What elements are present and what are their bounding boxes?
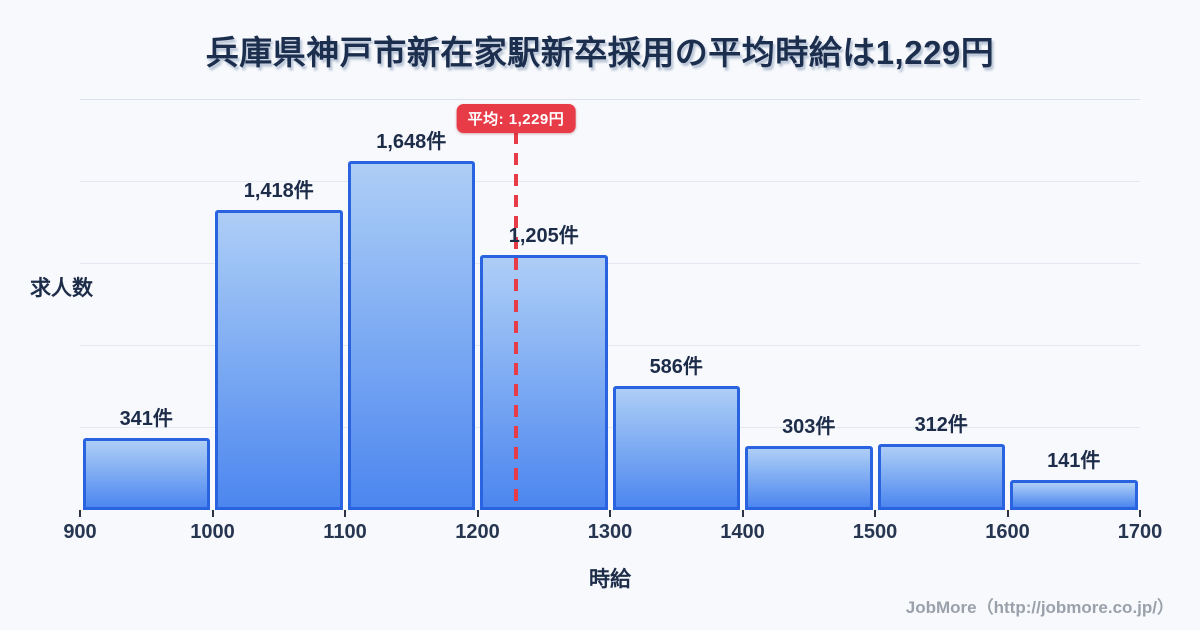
gridline: [80, 99, 1140, 100]
bar-value-label: 312件: [914, 413, 968, 436]
x-tick: [476, 510, 479, 517]
plot-area: 341件 1,418件 1,648件 1,205件 586件 303件 312件 141件 90…: [63, 99, 1162, 543]
average-badge: 平均: 1,229円: [456, 104, 576, 133]
x-tick: [344, 510, 346, 517]
bar-value-label: 303件: [782, 415, 836, 438]
x-tick-label: 900: [63, 521, 97, 543]
x-axis-label: 時給: [589, 568, 631, 591]
chart-title: 兵庫県神戸市新在家駅新卒採用の平均時給は1,229円: [205, 34, 995, 71]
histogram-bar: [82, 437, 210, 510]
gridline: [80, 345, 1140, 346]
gridline: [80, 181, 1140, 182]
bar-value-label: 586件: [649, 355, 703, 378]
histogram-bar: [612, 385, 740, 510]
source-credit: JobMore（http://jobmore.co.jp/）: [905, 598, 1174, 617]
y-axis-label: 求人数: [30, 277, 93, 300]
histogram-bar: [877, 443, 1005, 510]
average-line: [513, 132, 518, 510]
x-tick-label: 1600: [985, 521, 1030, 543]
histogram-bar: [1010, 480, 1138, 510]
bar-value-label: 141件: [1047, 450, 1101, 473]
x-tick: [79, 510, 81, 517]
x-tick-label: 1200: [455, 521, 500, 543]
histogram-bar: [480, 254, 608, 510]
x-tick: [1139, 510, 1141, 517]
x-tick-label: 1700: [1117, 521, 1163, 543]
x-tick: [741, 510, 744, 517]
bar-value-label: 1,205件: [508, 224, 579, 247]
x-tick-label: 1000: [190, 521, 235, 543]
x-tick: [211, 510, 214, 517]
bar-value-label: 1,418件: [243, 179, 314, 202]
x-tick-label: 1100: [323, 521, 367, 543]
gridline: [80, 427, 1140, 428]
x-tick: [609, 510, 611, 517]
x-tick: [1006, 510, 1009, 517]
x-tick-label: 1400: [720, 521, 765, 543]
bar-value-label: 1,648件: [376, 131, 447, 153]
x-tick: [874, 510, 876, 517]
histogram-bar: [215, 209, 343, 510]
histogram-bar: [745, 445, 873, 510]
x-tick-label: 1500: [852, 521, 898, 543]
x-tick-label: 1300: [587, 521, 633, 543]
histogram-bar: [347, 161, 475, 510]
bar-value-label: 341件: [119, 407, 173, 430]
gridline: [80, 263, 1140, 264]
